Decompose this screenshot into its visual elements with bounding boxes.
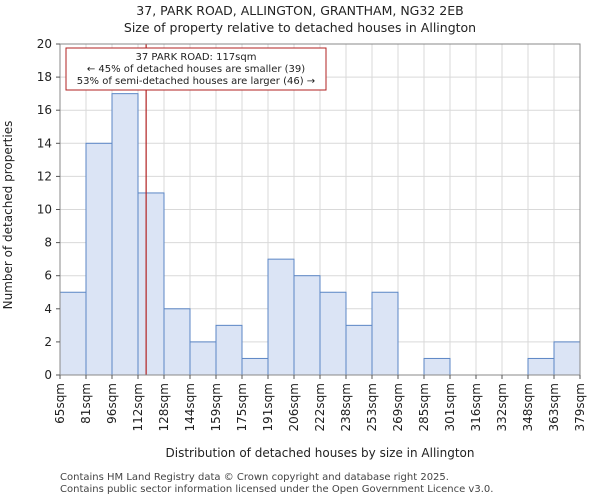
bar [345,324,373,376]
y-tick-label: 16 [37,103,52,117]
chart-subtitle: Size of property relative to detached ho… [123,20,477,35]
x-tick-label: 222sqm [313,383,327,431]
annotation-line: ← 45% of detached houses are smaller (39… [87,64,305,75]
y-tick-label: 8 [44,236,52,250]
x-tick-label: 285sqm [417,383,431,431]
bar [553,341,581,376]
x-tick-label: 301sqm [443,383,457,431]
bar [527,357,555,376]
x-tick-label: 112sqm [131,383,145,431]
bar [137,192,165,376]
bar [59,291,87,376]
y-tick-label: 20 [37,37,52,51]
x-tick-label: 363sqm [547,383,561,431]
annotation-line: 53% of semi-detached houses are larger (… [77,76,315,87]
x-tick-label: 128sqm [157,383,171,431]
bar [293,275,321,376]
x-tick-label: 269sqm [391,383,405,431]
x-tick-label: 144sqm [183,383,197,431]
marker-group: 37 PARK ROAD: 117sqm← 45% of detached ho… [65,44,327,375]
bar [241,357,269,376]
bar [163,308,191,376]
y-tick-label: 12 [37,169,52,183]
footer-line-2: Contains public sector information licen… [60,484,494,495]
axes-group: 0 2 4 6 8 10 12 14 16 18 20 65sqm 81sqm 96sqm 112sqm 12… [37,37,587,431]
bar [189,341,217,376]
bar [215,324,243,376]
y-tick-label: 18 [37,70,52,84]
annotation-box [65,47,327,91]
y-tick-label: 4 [44,302,52,316]
bar [371,291,399,376]
bar [85,142,113,376]
y-tick-label: 0 [44,368,52,382]
bar [319,291,347,376]
x-tick-label: 81sqm [79,383,93,424]
x-tick-label: 96sqm [105,383,119,424]
x-axis-label: Distribution of detached houses by size … [166,446,475,460]
x-tick-label: 316sqm [469,383,483,431]
chart-title: 37, PARK ROAD, ALLINGTON, GRANTHAM, NG32… [136,3,464,18]
y-axis-label: Number of detached properties [1,121,15,310]
x-tick-label: 191sqm [261,383,275,431]
chart-svg: 37 PARK ROAD: 117sqm← 45% of detached ho… [1,37,587,460]
x-tick-label: 348sqm [521,383,535,431]
x-tick-label: 206sqm [287,383,301,431]
y-tick-label: 6 [44,269,52,283]
bar [111,93,139,376]
x-tick-label: 379sqm [573,383,587,431]
x-tick-label: 175sqm [235,383,249,431]
bars-group [59,93,581,376]
y-tick-label: 2 [44,335,52,349]
bar [423,357,451,376]
x-tick-label: 159sqm [209,383,223,431]
bar [267,258,295,376]
x-tick-label: 65sqm [53,383,67,424]
x-tick-label: 332sqm [495,383,509,431]
x-tick-label: 238sqm [339,383,353,431]
annotation-line: 37 PARK ROAD: 117sqm [136,52,257,63]
footer-line-1: Contains HM Land Registry data © Crown c… [60,472,449,483]
y-tick-label: 10 [37,203,52,217]
y-tick-label: 14 [37,136,52,150]
x-tick-label: 253sqm [365,383,379,431]
